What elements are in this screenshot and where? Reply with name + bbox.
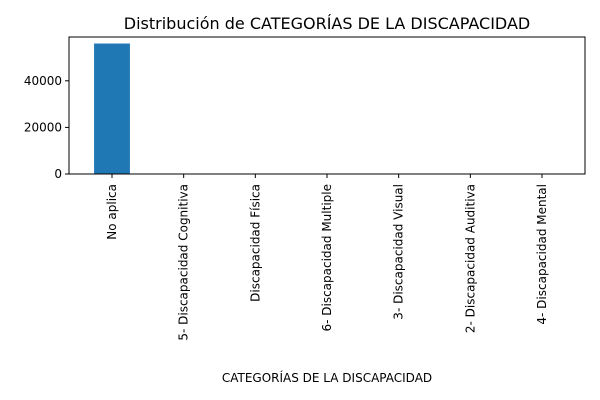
x-tick-label: 3- Discapacidad Visual (392, 184, 406, 320)
bar (94, 43, 130, 175)
y-tick-label: 20000 (24, 120, 62, 134)
x-axis: No aplica 5- Discapacidad Cognitiva Discap… (105, 174, 549, 341)
x-tick-label: Discapacidad Física (248, 184, 262, 302)
x-tick-label: 4- Discapacidad Mental (535, 184, 549, 325)
plot-frame (68, 36, 586, 175)
bars-group (94, 43, 560, 175)
y-tick-label: 40000 (24, 74, 62, 88)
x-tick-label: 5- Discapacidad Cognitiva (177, 184, 191, 341)
x-axis-label: CATEGORÍAS DE LA DISCAPACIDAD (222, 370, 432, 385)
x-tick-label: 2- Discapacidad Auditiva (463, 184, 477, 333)
y-axis: 0 20000 40000 (24, 74, 69, 181)
chart-title: Distribución de CATEGORÍAS DE LA DISCAPA… (124, 14, 530, 33)
y-tick-label: 0 (54, 167, 62, 181)
x-tick-label: 6- Discapacidad Multiple (320, 184, 334, 332)
x-tick-label: No aplica (105, 184, 119, 240)
